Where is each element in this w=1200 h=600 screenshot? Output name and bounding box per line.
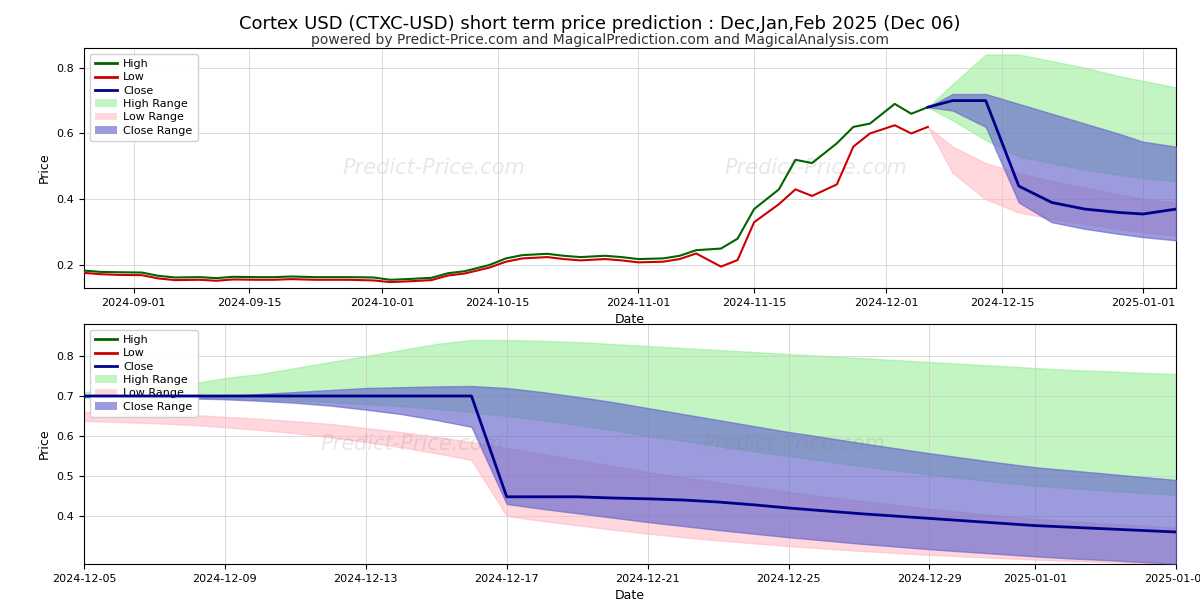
Text: Predict-Price.com: Predict-Price.com: [320, 434, 503, 454]
X-axis label: Date: Date: [616, 589, 646, 600]
Text: Predict-Price.com: Predict-Price.com: [725, 158, 907, 178]
Y-axis label: Price: Price: [38, 152, 50, 184]
Text: powered by Predict-Price.com and MagicalPrediction.com and MagicalAnalysis.com: powered by Predict-Price.com and Magical…: [311, 33, 889, 47]
Legend: High, Low, Close, High Range, Low Range, Close Range: High, Low, Close, High Range, Low Range,…: [90, 329, 198, 418]
Text: Predict-Price.com: Predict-Price.com: [702, 434, 886, 454]
Text: Predict-Price.com: Predict-Price.com: [342, 158, 524, 178]
Legend: High, Low, Close, High Range, Low Range, Close Range: High, Low, Close, High Range, Low Range,…: [90, 53, 198, 142]
Y-axis label: Price: Price: [38, 428, 50, 460]
X-axis label: Date: Date: [616, 313, 646, 326]
Text: Cortex USD (CTXC-USD) short term price prediction : Dec,Jan,Feb 2025 (Dec 06): Cortex USD (CTXC-USD) short term price p…: [239, 15, 961, 33]
